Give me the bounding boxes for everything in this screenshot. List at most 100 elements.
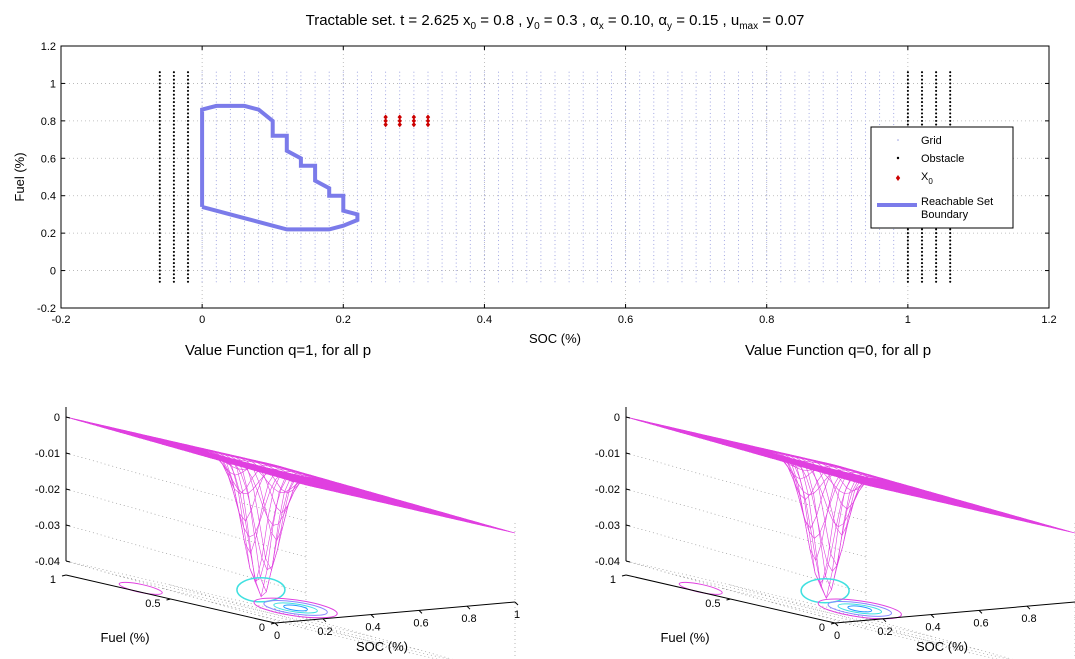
obstacle-point [949,247,952,250]
grid-point [258,142,260,144]
grid-point [243,206,246,208]
grid-point [512,240,514,242]
grid-point [780,71,782,73]
grid-point [879,266,881,268]
grid-point [752,112,754,114]
grid-point [681,240,683,242]
grid-point [794,236,796,238]
grid-point [808,109,810,111]
grid-point [596,191,598,193]
obstacle-point [158,224,161,227]
grid-point [314,221,316,223]
grid-point [370,195,373,197]
grid-point [610,105,613,107]
grid-point [780,228,782,230]
grid-point [836,270,838,272]
grid-point [441,150,443,152]
grid-point [723,281,725,283]
grid-point [766,131,768,133]
wall-gridline [625,488,867,558]
grid-point [399,262,401,264]
obstacle-point [949,250,952,253]
grid-point [300,225,302,227]
grid-point [427,191,429,193]
obstacle-point [172,220,175,223]
grid-point [427,262,429,264]
grid-point [864,258,867,260]
grid-point [610,150,613,152]
grid-point [328,232,330,234]
grid-point [625,176,627,178]
grid-point [808,266,810,268]
grid-point [822,187,824,189]
grid-point [399,281,401,283]
grid-point [258,262,260,264]
grid-point [483,71,485,73]
grid-point [370,139,373,141]
grid-point [554,97,556,99]
grid-point [639,139,641,141]
obstacle-point [906,78,909,81]
grid-point [399,266,401,268]
grid-point [893,266,895,268]
x0-point [425,122,431,128]
grid-point [864,273,867,275]
contour-line [847,605,873,613]
grid-point [610,258,613,260]
contour-line [817,598,902,620]
grid-point [864,225,867,227]
grid-point [639,195,641,197]
grid-point [610,236,613,238]
grid-point [328,247,330,249]
grid-point [300,127,302,129]
grid-point [427,213,429,215]
grid-point [850,94,852,96]
grid-point [286,180,288,182]
grid-point [342,150,344,152]
fuel-tick-mark [61,574,67,577]
grid-point [427,210,429,212]
grid-point [526,258,528,260]
grid-point [808,105,810,107]
grid-point [681,225,683,227]
grid-point [780,198,782,201]
grid-point [596,251,598,253]
grid-point [300,217,302,219]
grid-point [413,206,415,208]
grid-point [709,255,711,257]
surface-chart-q1: Value Function q=1, for all p 0-0.01-0.0… [35,342,520,659]
grid-point [639,213,641,215]
grid-point [850,191,852,193]
grid-point [864,198,867,201]
grid-point [653,112,655,114]
grid-point [272,258,274,260]
grid-point [497,251,500,253]
grid-point [512,195,514,197]
grid-point [681,86,683,88]
grid-point [427,198,429,201]
grid-point [215,124,217,126]
grid-point [737,116,740,118]
grid-point [582,191,584,193]
grid-point [695,195,697,197]
grid-point [709,221,711,223]
grid-point [469,120,471,122]
grid-point [540,124,542,126]
grid-point [413,198,415,201]
grid-point [469,247,471,249]
grid-point [766,195,768,197]
grid-point [413,180,415,182]
grid-point [229,79,231,81]
grid-point [709,198,711,201]
grid-point [300,94,302,96]
grid-point [568,266,570,268]
grid-point [455,266,457,268]
grid-point [243,135,246,137]
grid-point [356,228,358,230]
grid-point [822,255,824,257]
obstacle-point [172,273,175,276]
grid-point [653,168,655,171]
grid-point [695,150,697,152]
obstacle-point [949,280,952,283]
grid-point [215,195,217,197]
